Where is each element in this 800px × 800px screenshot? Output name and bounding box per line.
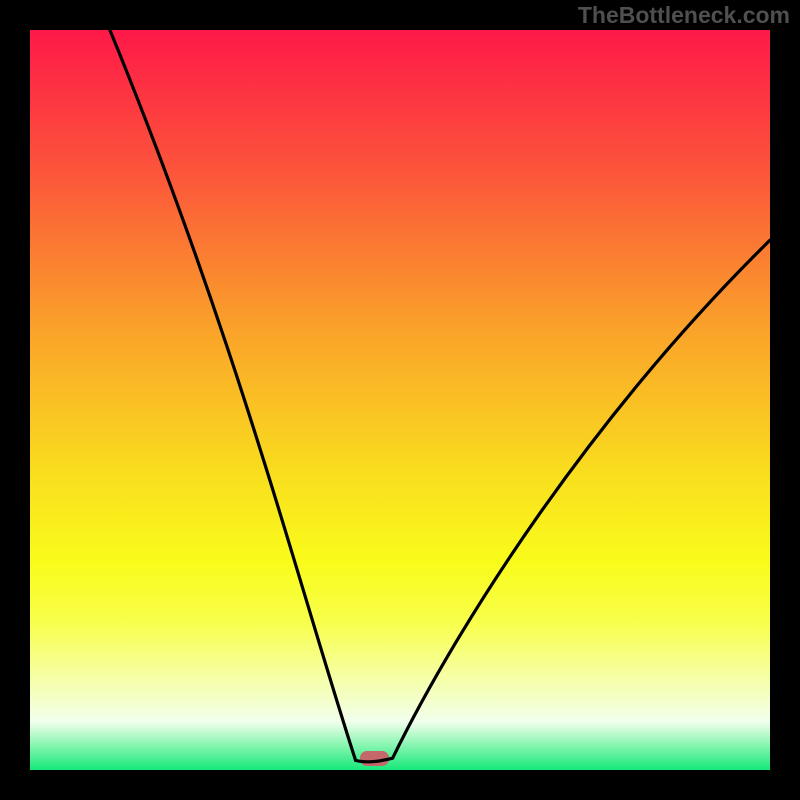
watermark-label: TheBottleneck.com <box>578 2 790 29</box>
bottleneck-marker <box>360 751 389 766</box>
chart-plot-area <box>30 30 770 770</box>
